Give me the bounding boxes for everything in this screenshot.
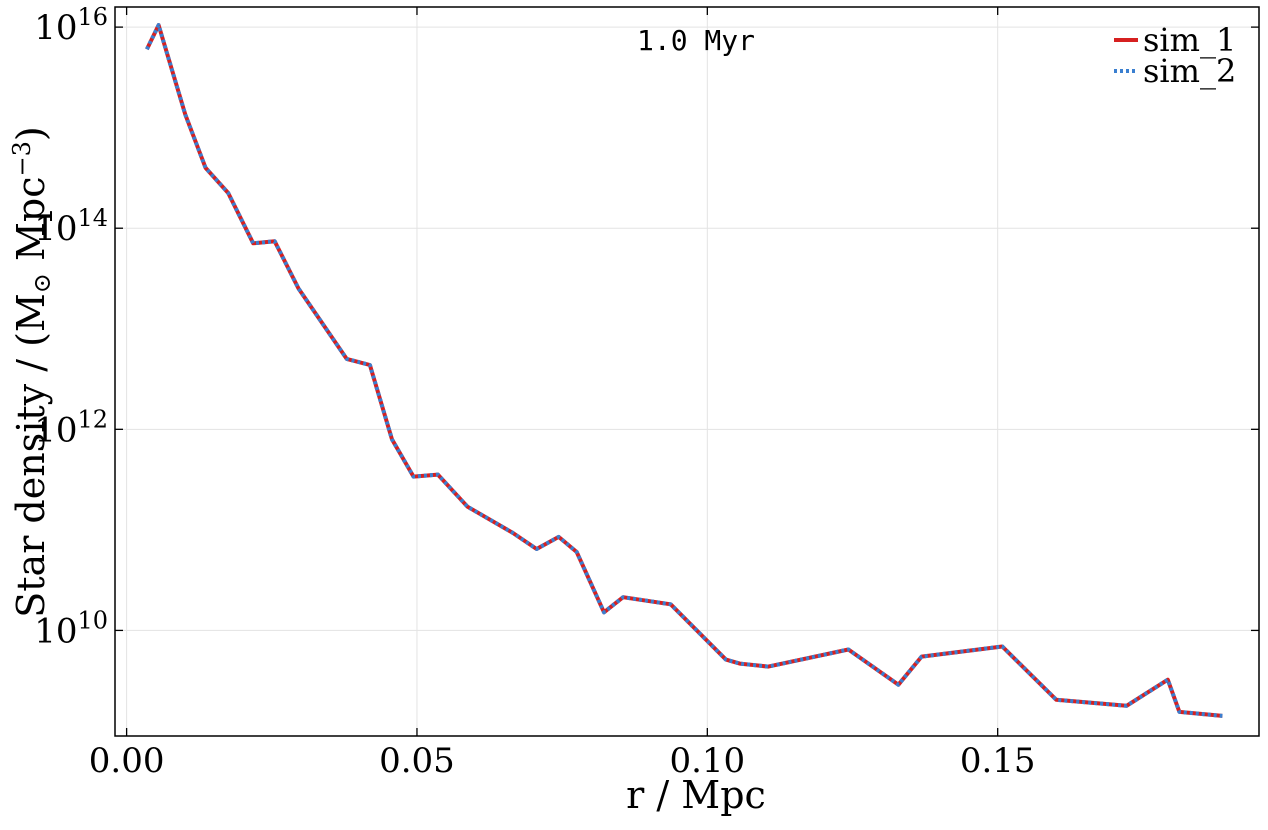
y-tick-label-2: 1014 bbox=[34, 204, 108, 249]
y-axis-title: Star density / (M⊙ Mpc−3) bbox=[8, 126, 56, 618]
tick-labels: 0.00 0.05 0.10 0.15 1010 1012 1014 1016 bbox=[34, 3, 1035, 781]
y-tick-label-1: 1012 bbox=[34, 405, 108, 450]
plot-frame bbox=[114, 6, 1260, 737]
time-annotation: 1.0 Myr bbox=[637, 24, 755, 57]
x-tick-label-2: 0.10 bbox=[669, 741, 745, 781]
x-tick-label-0: 0.00 bbox=[89, 741, 165, 781]
y-tick-label-3: 1016 bbox=[34, 3, 108, 48]
plot-background bbox=[115, 7, 1259, 736]
series-layer bbox=[145, 23, 1223, 718]
ticks bbox=[115, 7, 1259, 736]
x-tick-label-1: 0.05 bbox=[379, 741, 455, 781]
series-line-sim-2 bbox=[145, 23, 1223, 718]
legend-label-sim-1: sim_1 bbox=[1143, 21, 1236, 59]
x-axis-title: r / Mpc bbox=[626, 773, 766, 817]
y-tick-label-0: 1010 bbox=[34, 606, 108, 651]
x-tick-label-3: 0.15 bbox=[960, 741, 1036, 781]
grid bbox=[115, 7, 1259, 736]
legend: sim_1 sim_2 bbox=[1114, 21, 1236, 90]
legend-label-sim-2: sim_2 bbox=[1143, 52, 1236, 90]
